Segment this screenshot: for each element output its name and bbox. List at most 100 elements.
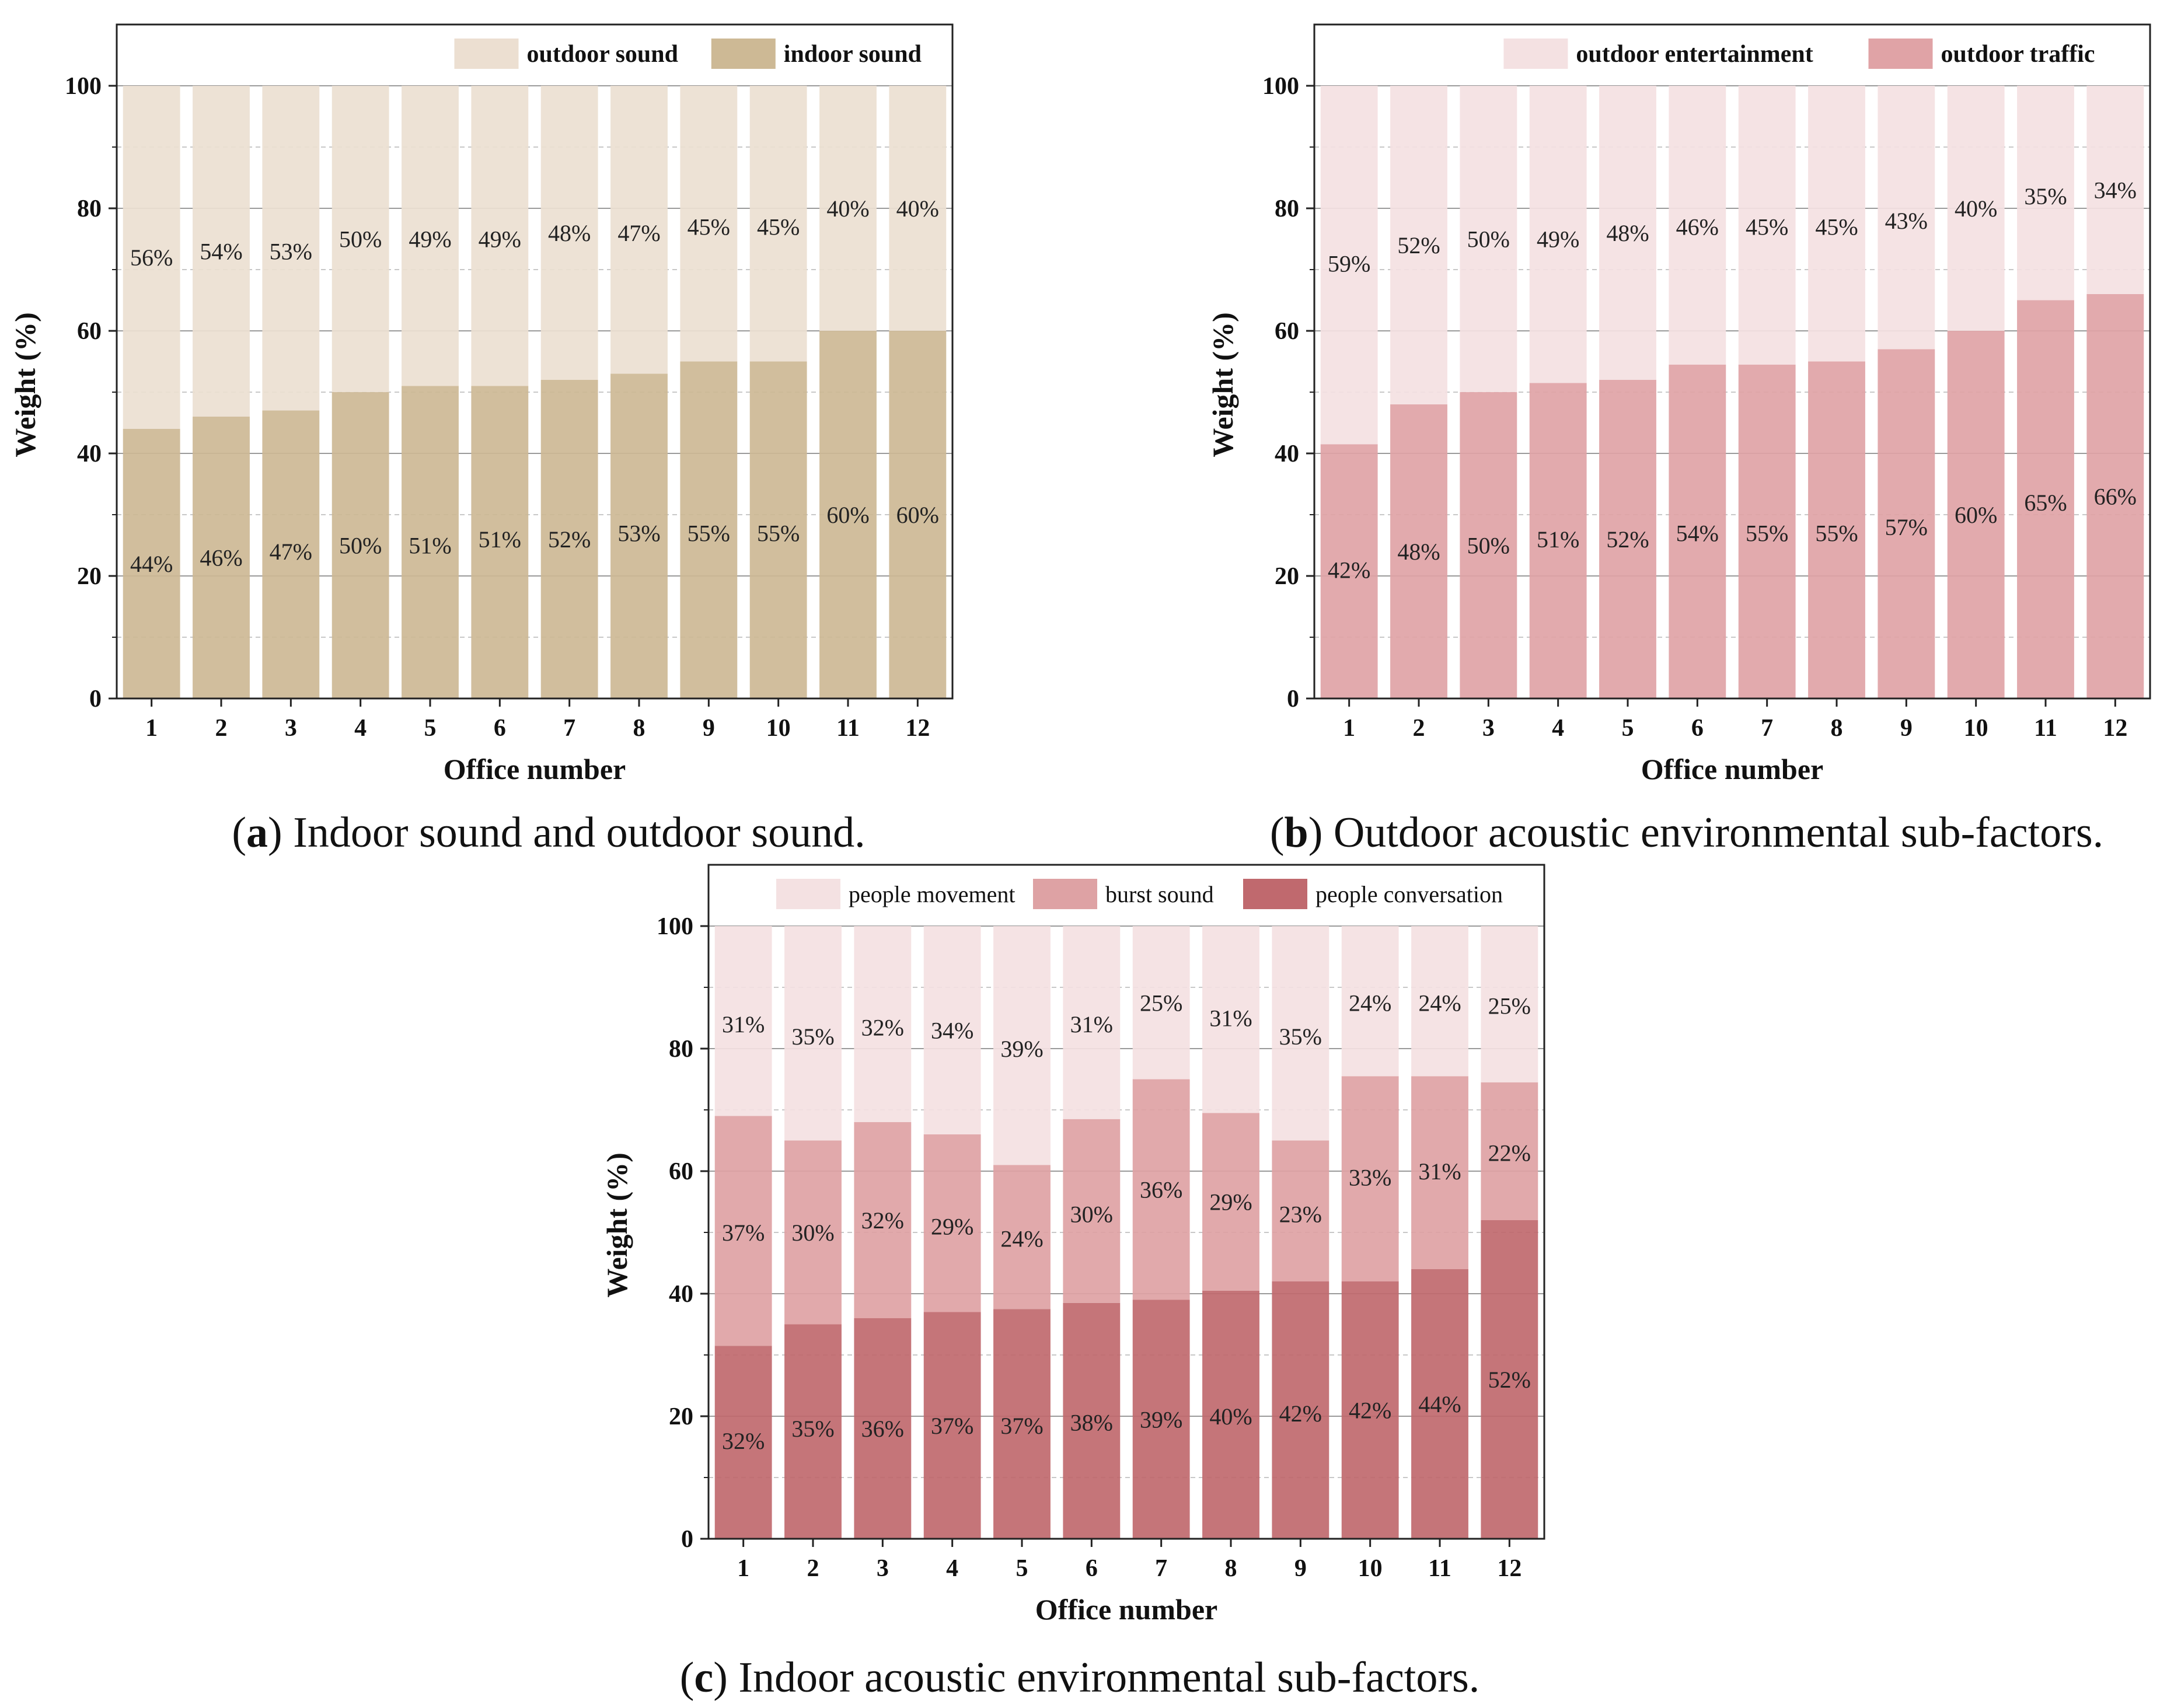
data-label: 25% (1140, 990, 1182, 1016)
bar-burst-sound-office-10 (1341, 1076, 1399, 1281)
bar-people-conversation-office-12 (1481, 1220, 1538, 1539)
bar-outdoor-entertainment-office-1 (1320, 86, 1378, 445)
x-tick-label: 3 (877, 1555, 889, 1582)
data-label: 35% (2024, 183, 2067, 209)
plot-frame (707, 864, 1545, 1540)
bar-outdoor-entertainment-office-11 (2017, 86, 2074, 301)
bar-outdoor-entertainment-office-3 (1460, 86, 1517, 392)
x-tick-label: 1 (737, 1555, 749, 1582)
data-label: 51% (1537, 526, 1579, 553)
bar-indoor-sound-office-7 (540, 380, 598, 698)
bar-people-conversation-office-1 (714, 1346, 772, 1539)
bar-burst-sound-office-8 (1202, 1113, 1259, 1291)
data-label: 38% (1070, 1410, 1113, 1436)
x-tick-label: 10 (766, 715, 791, 742)
bar-outdoor-sound-office-6 (471, 86, 529, 386)
grid-lines (709, 925, 1544, 1478)
legend-label: outdoor entertainment (1576, 41, 1813, 68)
chart-a: 44% 46% 47% 50% 51% 51% 52% 53% 55% 55% 60% 60% 56% 5… (9, 23, 954, 785)
bar-people-movement-office-5 (993, 926, 1051, 1165)
x-tick-label: 3 (285, 715, 297, 742)
bar-burst-sound-office-7 (1132, 1079, 1190, 1300)
data-label: 55% (1746, 521, 1788, 547)
data-label: 30% (1070, 1201, 1113, 1228)
y-axis: 0 20 40 60 80 100 (1262, 73, 1314, 712)
x-axis-title: Office number (1035, 1593, 1217, 1626)
chart-b: 42% 48% 50% 51% 52% 54% 55% 55% 57% 60% 65% 66% 59% 5… (1206, 23, 2151, 785)
bar-indoor-sound-office-4 (331, 392, 389, 698)
y-tick-label: 40 (669, 1281, 693, 1308)
bar-indoor-sound-office-3 (262, 410, 320, 698)
data-label: 54% (1676, 521, 1719, 547)
bar-outdoor-sound-office-11 (819, 86, 877, 331)
grid-lines (1314, 85, 2150, 638)
bar-outdoor-entertainment-office-4 (1529, 86, 1587, 383)
data-label: 23% (1279, 1201, 1322, 1228)
x-tick-label: 7 (563, 715, 575, 742)
data-labels: 32% 35% 36% 37% 37% 38% 39% 40% 42% 42% 44% 52% 37% 3… (722, 990, 1531, 1454)
data-label: 34% (2094, 177, 2137, 204)
legend: people conversation burst sound people mov… (776, 879, 1503, 909)
x-tick-label: 1 (145, 715, 158, 742)
bar-people-conversation-office-10 (1341, 1281, 1399, 1539)
data-label: 52% (1397, 232, 1440, 259)
legend-swatch (711, 39, 776, 69)
bar-burst-sound-office-4 (923, 1134, 981, 1312)
data-label: 40% (1209, 1403, 1252, 1430)
x-tick-label: 6 (1086, 1555, 1098, 1582)
bar-people-conversation-office-2 (784, 1324, 842, 1539)
y-tick-label: 60 (1275, 318, 1299, 345)
x-tick-label: 11 (1428, 1555, 1451, 1582)
y-axis: 0 20 40 60 80 100 (65, 73, 117, 712)
bar-indoor-sound-office-8 (610, 373, 668, 698)
caption-c-text: Indoor acoustic environmental sub-factor… (738, 1654, 1480, 1702)
data-label: 42% (1349, 1398, 1391, 1424)
data-label: 39% (1140, 1406, 1182, 1433)
y-tick-label: 80 (77, 195, 102, 222)
data-label: 24% (1349, 990, 1391, 1016)
data-label: 31% (1070, 1011, 1113, 1038)
bar-outdoor-traffic-office-12 (2086, 294, 2144, 698)
bar-people-movement-office-1 (714, 926, 772, 1116)
bar-outdoor-entertainment-office-12 (2086, 86, 2144, 294)
bar-people-conversation-office-8 (1202, 1290, 1259, 1539)
bar-people-movement-office-9 (1272, 926, 1329, 1141)
data-label: 45% (1815, 214, 1858, 240)
x-tick-label: 4 (946, 1555, 958, 1582)
data-labels: 42% 48% 50% 51% 52% 54% 55% 55% 57% 60% 65% 66% 59% 5… (1328, 177, 2137, 584)
data-label: 44% (1418, 1391, 1461, 1417)
data-label: 42% (1279, 1400, 1322, 1427)
data-label: 65% (2024, 490, 2067, 516)
data-label: 50% (1467, 533, 1510, 559)
legend-label: burst sound (1105, 881, 1214, 907)
bar-people-conversation-office-9 (1272, 1281, 1329, 1539)
data-label: 49% (1537, 226, 1579, 253)
bar-outdoor-sound-office-10 (749, 86, 807, 362)
data-label: 53% (270, 239, 312, 265)
caption-b-letter: b (1284, 809, 1308, 857)
data-label: 49% (479, 226, 521, 253)
bar-outdoor-sound-office-2 (193, 86, 250, 417)
y-axis-title: Weight (%) (9, 312, 41, 457)
x-tick-label: 1 (1343, 715, 1355, 742)
bar-people-movement-office-2 (784, 926, 842, 1141)
data-label: 47% (617, 220, 660, 246)
data-label: 31% (722, 1011, 765, 1038)
data-label: 32% (861, 1207, 904, 1234)
bar-outdoor-entertainment-office-7 (1738, 86, 1796, 365)
data-label: 44% (130, 551, 173, 577)
bar-outdoor-entertainment-office-10 (1947, 86, 2005, 331)
data-label: 47% (270, 539, 312, 565)
y-tick-label: 40 (77, 441, 102, 467)
data-label: 55% (757, 521, 800, 547)
y-tick-label: 80 (669, 1036, 693, 1063)
bar-burst-sound-office-11 (1411, 1076, 1468, 1269)
data-label: 51% (479, 526, 521, 553)
bar-people-conversation-office-5 (993, 1309, 1051, 1539)
y-tick-label: 100 (65, 73, 102, 100)
x-axis-title: Office number (444, 753, 626, 785)
bar-burst-sound-office-1 (714, 1116, 772, 1346)
bar-outdoor-entertainment-office-8 (1808, 86, 1865, 362)
x-tick-label: 12 (2103, 715, 2127, 742)
